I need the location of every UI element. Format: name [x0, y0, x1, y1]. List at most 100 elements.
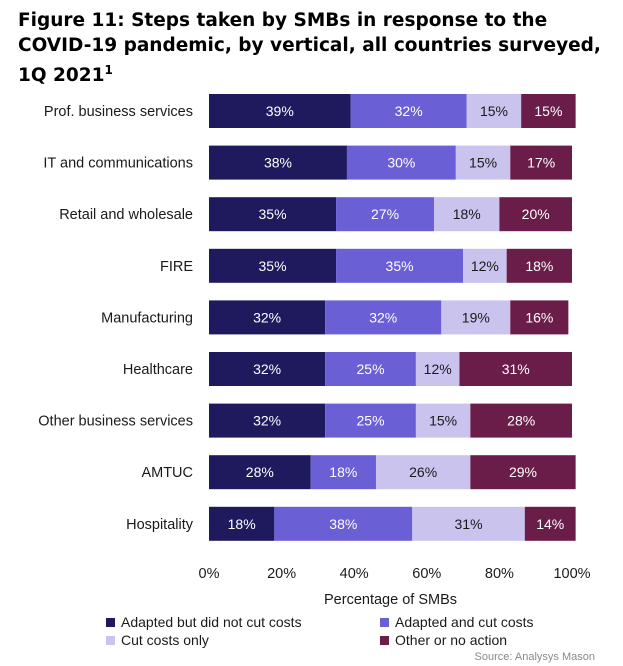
category-label: Hospitality — [126, 517, 194, 533]
bar-segment — [274, 506, 413, 541]
bar-segment — [459, 352, 572, 386]
data-label: 25% — [357, 413, 385, 429]
bar-segment — [209, 506, 275, 541]
data-label: 12% — [471, 258, 499, 274]
legend-swatch — [380, 635, 389, 645]
x-tick-label: 100% — [553, 566, 590, 582]
figure-title: Figure 11: Steps taken by SMBs in respon… — [18, 10, 601, 87]
bar-segment — [415, 352, 460, 386]
category-label: IT and communications — [43, 156, 193, 172]
bar-segment — [441, 300, 511, 335]
data-label: 15% — [469, 155, 497, 171]
data-label: 17% — [527, 155, 555, 171]
data-label: 35% — [386, 258, 414, 274]
source-note: Source: Analysys Mason — [474, 651, 595, 663]
category-label: AMTUC — [141, 465, 193, 481]
data-label: 15% — [480, 103, 508, 119]
data-label: 38% — [264, 155, 292, 171]
data-label: 28% — [246, 464, 274, 480]
x-tick-label: 80% — [485, 566, 514, 582]
bar-segment — [310, 455, 376, 490]
bar-segment — [506, 248, 572, 283]
x-tick-label: 40% — [340, 566, 369, 582]
data-label: 32% — [253, 309, 281, 325]
data-label: 32% — [253, 413, 281, 429]
category-label: FIRE — [160, 259, 193, 275]
legend-label: Adapted and cut costs — [395, 614, 534, 630]
data-label: 32% — [369, 309, 397, 325]
data-label: 18% — [525, 258, 553, 274]
bar-segment — [209, 145, 347, 180]
data-label: 19% — [462, 309, 490, 325]
legend-swatch — [106, 617, 115, 627]
data-label: 16% — [525, 309, 553, 325]
legend-label: Cut costs only — [121, 632, 209, 648]
bar-segment — [325, 403, 416, 438]
bar-segment — [209, 94, 351, 128]
data-label: 18% — [453, 206, 481, 222]
category-label: Other business services — [38, 414, 193, 430]
bar-segment — [466, 94, 522, 128]
data-label: 35% — [259, 206, 287, 222]
data-label: 27% — [371, 206, 399, 222]
data-label: 26% — [409, 464, 437, 480]
x-tick-label: 60% — [412, 566, 441, 582]
bar-segment — [209, 352, 326, 386]
category-label: Retail and wholesale — [59, 207, 193, 223]
bar-segment — [499, 197, 572, 232]
bar-segment — [346, 145, 456, 180]
bar-segment — [470, 403, 572, 438]
bar-segment — [412, 506, 525, 541]
chart-legend: Adapted but did not cut costs Adapted an… — [0, 612, 623, 652]
data-label: 29% — [509, 464, 537, 480]
bar-segment — [209, 248, 337, 283]
bar-segment — [455, 145, 511, 180]
data-label: 25% — [357, 361, 385, 377]
bar-segment — [336, 248, 464, 283]
bar-segment — [415, 403, 471, 438]
x-tick-label: 0% — [199, 566, 220, 582]
legend-label: Adapted but did not cut costs — [121, 614, 302, 630]
data-label: 12% — [424, 361, 452, 377]
bar-segment — [336, 197, 435, 232]
bar-segment — [510, 300, 569, 335]
bar-segment — [524, 506, 576, 541]
bar-segment — [209, 197, 337, 232]
data-label: 31% — [455, 516, 483, 532]
legend-item-adapted-cut: Adapted and cut costs — [380, 614, 534, 630]
bar-segment — [209, 455, 311, 490]
data-label: 15% — [534, 103, 562, 119]
bar-segment — [510, 145, 572, 180]
legend-label: Other or no action — [395, 632, 508, 648]
data-label: 32% — [395, 103, 423, 119]
category-label: Prof. business services — [44, 104, 193, 120]
data-label: 18% — [329, 464, 357, 480]
legend-item-adapted-no-cut: Adapted but did not cut costs — [106, 614, 302, 630]
legend-item-cut-only: Cut costs only — [106, 632, 209, 648]
bar-segment — [375, 455, 471, 490]
bar-segment — [209, 403, 326, 438]
bar-segment — [209, 300, 326, 335]
category-label: Manufacturing — [101, 310, 193, 326]
bar-segment — [463, 248, 507, 283]
stacked-bar-chart: Prof. business services 39% 32% 15% 15% IT an… — [38, 94, 591, 608]
bar-segment — [325, 300, 442, 335]
legend-swatch — [106, 635, 115, 645]
data-label: 14% — [536, 516, 564, 532]
x-axis-label: Percentage of SMBs — [324, 592, 457, 608]
bar-segment — [325, 352, 416, 386]
data-label: 30% — [387, 155, 415, 171]
data-label: 32% — [253, 361, 281, 377]
data-label: 28% — [507, 413, 535, 429]
data-label: 18% — [228, 516, 256, 532]
bar-segment — [470, 455, 576, 490]
data-label: 31% — [502, 361, 530, 377]
data-label: 35% — [259, 258, 287, 274]
x-tick-label: 20% — [267, 566, 296, 582]
legend-swatch — [380, 617, 389, 627]
bar-segment — [434, 197, 500, 232]
legend-item-other: Other or no action — [380, 632, 507, 648]
category-label: Healthcare — [123, 362, 193, 378]
data-label: 20% — [522, 206, 550, 222]
data-label: 38% — [329, 516, 357, 532]
